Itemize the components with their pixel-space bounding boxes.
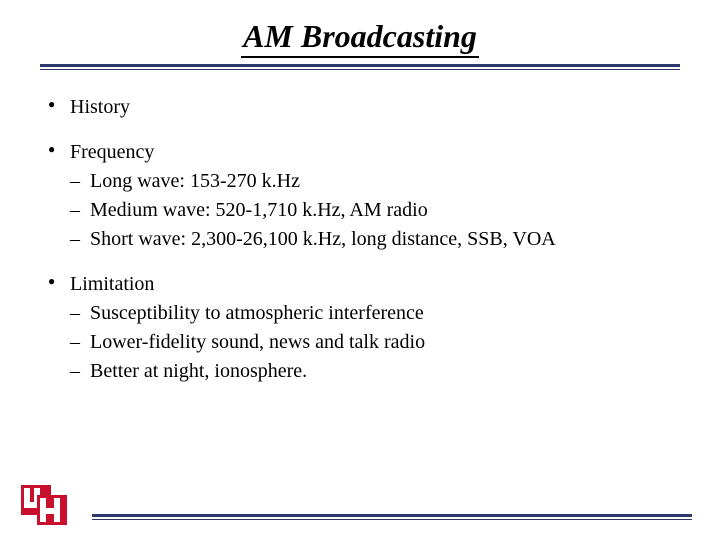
sub-label: Medium wave: 520-1,710 k.Hz, AM radio <box>90 199 428 221</box>
sub-item: Better at night, ionosphere. <box>70 358 672 385</box>
sub-list: Long wave: 153-270 k.Hz Medium wave: 520… <box>70 168 672 253</box>
sub-item: Susceptibility to atmospheric interferen… <box>70 300 672 327</box>
sub-item: Lower-fidelity sound, news and talk radi… <box>70 329 672 356</box>
bullet-item: Frequency Long wave: 153-270 k.Hz Medium… <box>48 139 672 253</box>
content-area: History Frequency Long wave: 153-270 k.H… <box>0 70 720 385</box>
bullet-label: Limitation <box>70 273 154 295</box>
sub-label: Lower-fidelity sound, news and talk radi… <box>90 331 425 353</box>
bullet-list: History Frequency Long wave: 153-270 k.H… <box>48 94 672 385</box>
sub-label: Better at night, ionosphere. <box>90 360 307 382</box>
footer-rule-thick <box>92 514 692 517</box>
bullet-item: History <box>48 94 672 121</box>
bullet-label: History <box>70 96 130 118</box>
sub-item: Short wave: 2,300-26,100 k.Hz, long dist… <box>70 226 672 253</box>
bullet-item: Limitation Susceptibility to atmospheric… <box>48 271 672 385</box>
uh-logo-icon <box>20 484 68 526</box>
footer-rule-thin <box>92 519 692 520</box>
sub-item: Medium wave: 520-1,710 k.Hz, AM radio <box>70 197 672 224</box>
slide-title: AM Broadcasting <box>241 18 479 58</box>
bullet-label: Frequency <box>70 141 154 163</box>
sub-item: Long wave: 153-270 k.Hz <box>70 168 672 195</box>
sub-label: Susceptibility to atmospheric interferen… <box>90 302 424 324</box>
title-area: AM Broadcasting <box>0 0 720 58</box>
footer <box>20 514 700 520</box>
sub-label: Long wave: 153-270 k.Hz <box>90 170 300 192</box>
title-rule-thick <box>40 64 680 67</box>
sub-label: Short wave: 2,300-26,100 k.Hz, long dist… <box>90 228 556 250</box>
slide: { "title": "AM Broadcasting", "colors": … <box>0 0 720 540</box>
sub-list: Susceptibility to atmospheric interferen… <box>70 300 672 385</box>
